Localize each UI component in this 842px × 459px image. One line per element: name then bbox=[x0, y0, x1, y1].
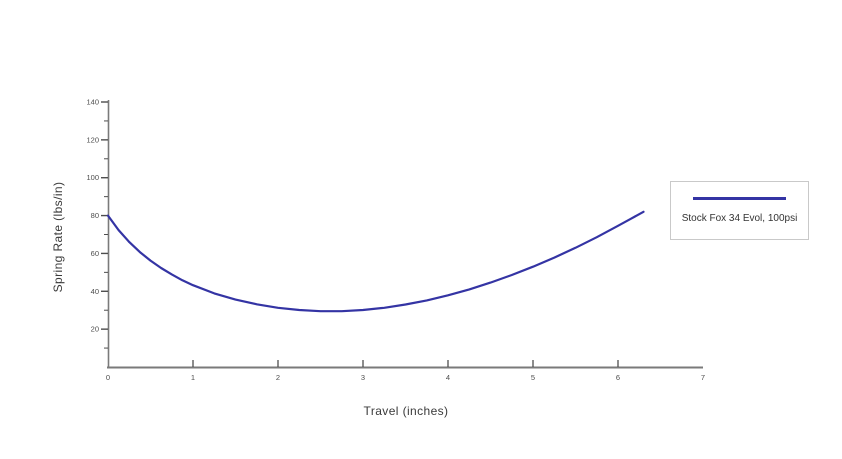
y-tick-label: 40 bbox=[91, 287, 99, 296]
legend-line-swatch bbox=[693, 197, 786, 200]
x-tick-label: 3 bbox=[361, 373, 365, 382]
x-tick-label: 0 bbox=[106, 373, 110, 382]
y-tick-label: 20 bbox=[91, 325, 99, 334]
y-axis-title: Spring Rate (lbs/in) bbox=[51, 181, 65, 293]
x-tick-label: 7 bbox=[701, 373, 705, 382]
x-tick-label: 6 bbox=[616, 373, 620, 382]
series-curve bbox=[106, 210, 645, 313]
y-tick-label: 120 bbox=[86, 135, 99, 144]
legend-series-label: Stock Fox 34 Evol, 100psi bbox=[681, 213, 798, 224]
x-tick-label: 4 bbox=[446, 373, 450, 382]
x-tick-label: 5 bbox=[531, 373, 535, 382]
y-tick-label: 100 bbox=[86, 173, 99, 182]
y-tick-label: 80 bbox=[91, 211, 99, 220]
x-tick-label: 2 bbox=[276, 373, 280, 382]
y-tick-label: 60 bbox=[91, 249, 99, 258]
legend-box: Stock Fox 34 Evol, 100psi bbox=[670, 181, 809, 240]
x-tick-label: 1 bbox=[191, 373, 195, 382]
y-tick-label: 140 bbox=[86, 98, 99, 107]
x-axis-title: Travel (inches) bbox=[363, 404, 449, 418]
